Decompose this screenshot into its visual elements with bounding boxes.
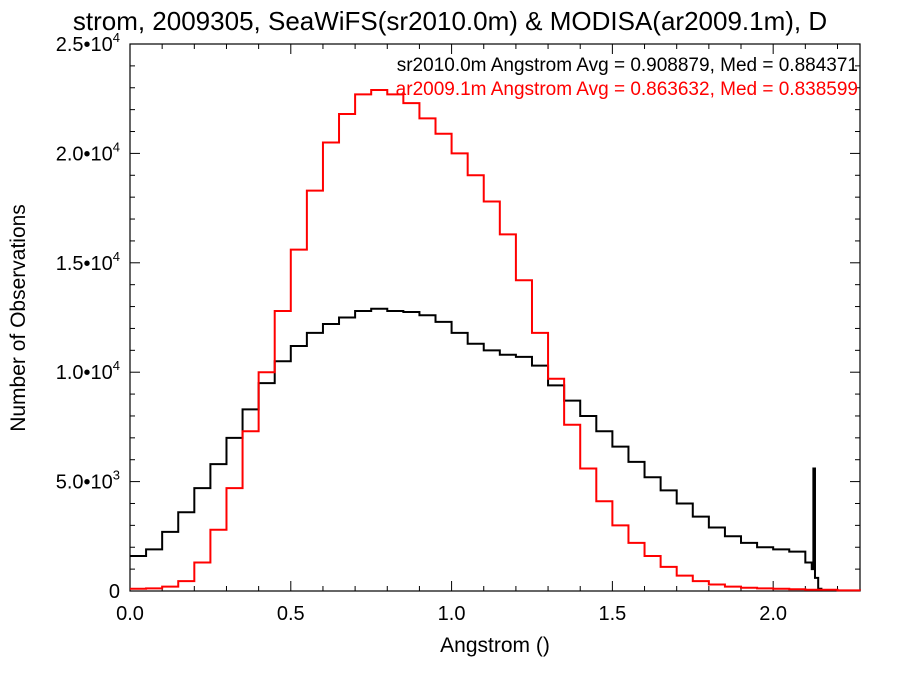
series-layer xyxy=(130,88,861,592)
y-tick-label: 2.5•104 xyxy=(56,30,120,56)
y-tick-mantissa: 0 xyxy=(109,581,120,603)
series-line-ar2009-1m xyxy=(130,88,861,592)
y-tick-exponent: 4 xyxy=(113,139,120,154)
y-tick-mantissa: 1.5•10 xyxy=(56,253,113,275)
x-axis: 0.0 0.5 1.0 1.5 2.0 xyxy=(116,44,838,625)
legend-entry-ar2009: ar2009.1m Angstrom Avg = 0.863632, Med =… xyxy=(396,79,858,100)
y-tick-mantissa: 2.0•10 xyxy=(56,143,113,165)
legend-entry-sr2010: sr2010.0m Angstrom Avg = 0.908879, Med =… xyxy=(397,55,858,76)
x-tick-label: 0.5 xyxy=(277,603,305,625)
series-line-sr2010-0m xyxy=(130,307,823,591)
y-tick-label: 0 xyxy=(109,581,120,603)
x-tick-label: 1.0 xyxy=(438,603,466,625)
x-tick-label: 1.5 xyxy=(598,603,626,625)
y-tick-mantissa: 1.0•10 xyxy=(56,362,113,384)
y-tick-exponent: 3 xyxy=(113,468,120,483)
y-tick-mantissa: 5.0•10 xyxy=(56,472,113,494)
y-tick-exponent: 4 xyxy=(113,358,120,373)
y-tick-label: 5.0•103 xyxy=(56,468,120,494)
y-tick-label: 1.0•104 xyxy=(56,358,120,384)
y-tick-label: 1.5•104 xyxy=(56,249,120,275)
y-axis-label: Number of Observations xyxy=(7,204,30,432)
chart-title: strom, 2009305, SeaWiFS(sr2010.0m) & MOD… xyxy=(73,6,827,36)
y-tick-label: 2.0•104 xyxy=(56,139,120,165)
x-tick-label: 0.0 xyxy=(116,603,144,625)
x-tick-label: 2.0 xyxy=(759,603,787,625)
x-axis-label: Angstrom () xyxy=(440,634,550,657)
plot-frame xyxy=(129,43,861,592)
y-tick-exponent: 4 xyxy=(113,30,120,45)
y-tick-exponent: 4 xyxy=(113,249,120,264)
y-tick-mantissa: 2.5•10 xyxy=(56,34,113,56)
